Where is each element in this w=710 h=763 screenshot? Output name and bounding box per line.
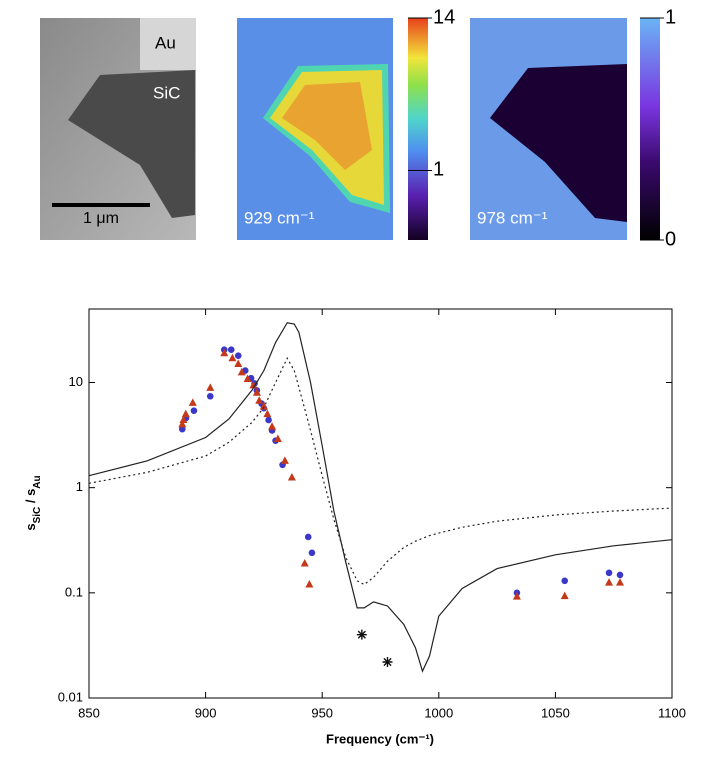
plot-frame: [88, 308, 673, 699]
data-point: [259, 402, 268, 410]
data-point: [255, 396, 264, 404]
y-tick-label: 1: [76, 479, 83, 494]
data-point: [512, 592, 521, 600]
data-point: [237, 367, 246, 376]
x-tick-label: 900: [195, 705, 217, 720]
data-point: [382, 656, 393, 667]
data-point: [206, 383, 215, 391]
data-point: [265, 416, 272, 424]
x-axis-label: Frequency (cm⁻¹): [326, 731, 434, 746]
panel-label: 978 cm⁻¹: [477, 208, 548, 227]
x-tick-label: 1100: [658, 705, 686, 720]
data-point: [616, 571, 624, 579]
y-label-subscript: Au: [32, 475, 43, 488]
data-point: [305, 580, 314, 588]
data-point: [287, 472, 296, 481]
colorbar-tick-label: 1: [665, 6, 676, 28]
data-point: [206, 392, 214, 400]
data-point: [190, 407, 198, 414]
data-point: [561, 577, 569, 585]
data-point: [304, 533, 312, 541]
heatmap-929: 929 cm⁻¹: [237, 18, 428, 240]
data-point: [249, 380, 258, 389]
y-label-text: / s: [23, 489, 38, 507]
model-curve: [88, 322, 673, 673]
data-point: [243, 374, 252, 382]
data-point: [308, 549, 316, 557]
data-point: [280, 456, 289, 464]
data-point: [300, 559, 309, 567]
x-tick-label: 1000: [424, 705, 453, 720]
label-au: Au: [155, 33, 176, 52]
data-point: [178, 425, 186, 433]
y-tick-label: 0.1: [65, 584, 83, 599]
x-tick-label: 850: [78, 705, 100, 720]
afm-image: Au SiC 1 μm: [40, 18, 196, 240]
heatmap-978: 978 cm⁻¹: [470, 18, 660, 240]
y-label-subscript: SiC: [32, 507, 43, 524]
data-point: [220, 348, 229, 357]
data-point: [615, 578, 624, 586]
label-sic: SiC: [153, 83, 180, 102]
y-tick-label: 10: [69, 374, 83, 389]
data-point: [605, 569, 613, 577]
data-point: [228, 353, 237, 362]
colorbar-tick-label: 14: [433, 6, 455, 28]
data-point: [263, 409, 272, 418]
colorbar-tick-label: 1: [433, 159, 444, 181]
data-point: [178, 419, 187, 428]
data-point: [273, 434, 282, 443]
x-tick-label: 1050: [541, 705, 570, 720]
data-point: [560, 591, 569, 600]
data-point: [179, 415, 188, 424]
data-point: [605, 578, 614, 586]
data-point: [356, 629, 367, 640]
panel-label: 929 cm⁻¹: [244, 208, 315, 227]
scale-bar-label: 1 μm: [83, 210, 119, 227]
data-point: [227, 346, 235, 354]
model-curve: [88, 356, 673, 586]
colorbar-tick-label: 0: [665, 228, 676, 250]
y-tick-label: 0.01: [58, 689, 83, 704]
x-tick-label: 950: [311, 705, 333, 720]
y-axis-label: sSiC / sAu: [23, 475, 43, 530]
data-point: [234, 359, 243, 367]
data-point: [252, 388, 261, 396]
data-point: [234, 352, 242, 359]
data-point: [268, 422, 277, 430]
data-point: [188, 398, 197, 406]
y-label-text: s: [23, 523, 38, 530]
data-point: [181, 409, 190, 418]
